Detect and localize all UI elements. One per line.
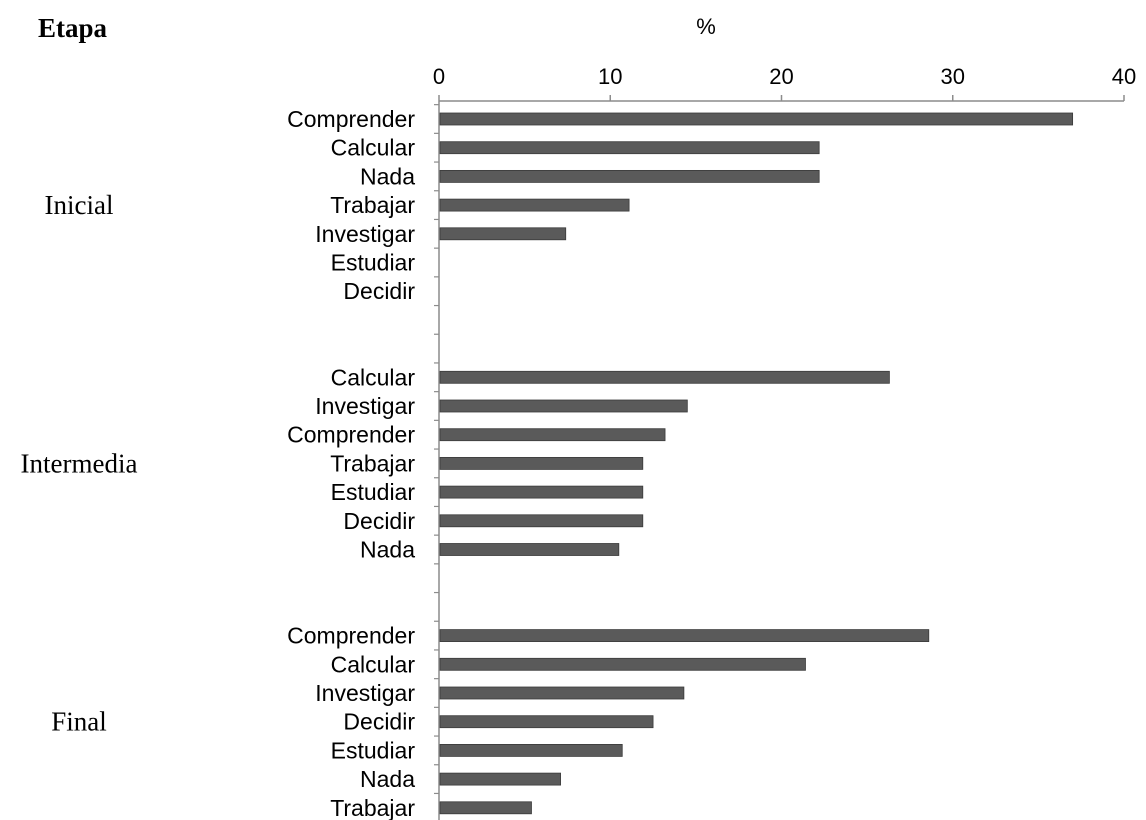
value-axis-title: % <box>696 14 716 39</box>
category-label: Estudiar <box>331 250 416 276</box>
bar <box>439 629 930 642</box>
category-label: Decidir <box>343 508 415 534</box>
category-label: Comprender <box>287 106 415 132</box>
group-labels: Inicial Intermedia Final <box>21 190 138 737</box>
bar <box>439 169 820 183</box>
category-label: Investigar <box>315 221 415 247</box>
bar <box>439 801 532 815</box>
x-tick-label: 20 <box>769 64 793 89</box>
bars <box>439 112 1074 815</box>
bar <box>439 112 1074 126</box>
bar <box>439 657 806 671</box>
bar <box>439 399 688 413</box>
category-label: Trabajar <box>330 192 415 218</box>
category-labels: ComprenderCalcularNadaTrabajarInvestigar… <box>287 106 415 820</box>
category-label: Trabajar <box>330 450 415 476</box>
bar <box>439 428 666 442</box>
category-label: Estudiar <box>331 737 416 763</box>
category-label: Calcular <box>331 651 416 677</box>
group-label: Final <box>51 707 107 737</box>
category-label: Comprender <box>287 422 415 448</box>
category-label: Calcular <box>331 135 416 161</box>
category-label: Nada <box>360 163 415 189</box>
bar <box>439 715 654 729</box>
category-label: Investigar <box>315 680 415 706</box>
group-label: Intermedia <box>21 448 138 478</box>
category-label: Nada <box>360 537 415 563</box>
x-tick-label: 40 <box>1112 64 1136 89</box>
bar <box>439 456 644 470</box>
x-tick-label: 30 <box>941 64 965 89</box>
bar <box>439 370 890 384</box>
x-axis: 0 10 20 30 40 <box>433 64 1136 820</box>
bar <box>439 514 644 528</box>
group-axis-title: Etapa <box>38 13 108 43</box>
x-tick-label: 0 <box>433 64 445 89</box>
bar <box>439 686 685 700</box>
category-label: Trabajar <box>330 795 415 820</box>
bar <box>439 744 623 757</box>
category-label: Calcular <box>331 364 416 390</box>
bar <box>439 141 820 155</box>
bar <box>439 227 567 241</box>
category-label: Investigar <box>315 393 415 419</box>
bar <box>439 485 644 499</box>
category-label: Comprender <box>287 623 415 649</box>
category-label: Decidir <box>343 709 415 735</box>
group-label: Inicial <box>45 190 114 220</box>
category-label: Nada <box>360 766 415 792</box>
x-tick-label: 10 <box>598 64 622 89</box>
bar <box>439 772 561 786</box>
category-label: Decidir <box>343 278 415 304</box>
bar <box>439 543 620 556</box>
bar <box>439 198 630 212</box>
category-label: Estudiar <box>331 479 416 505</box>
